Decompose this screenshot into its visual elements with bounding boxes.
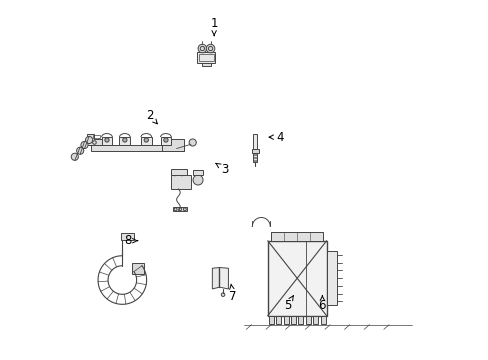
Polygon shape xyxy=(197,52,215,63)
Bar xyxy=(268,316,273,324)
Polygon shape xyxy=(131,263,144,274)
Circle shape xyxy=(104,138,109,142)
Polygon shape xyxy=(193,170,203,175)
Circle shape xyxy=(144,138,148,142)
Circle shape xyxy=(81,141,88,149)
Polygon shape xyxy=(141,137,151,145)
Bar xyxy=(276,316,281,324)
Circle shape xyxy=(198,44,206,53)
Text: 7: 7 xyxy=(229,284,236,303)
Circle shape xyxy=(193,175,203,185)
Bar xyxy=(121,233,134,240)
Circle shape xyxy=(71,153,78,160)
Bar xyxy=(326,251,337,305)
Circle shape xyxy=(85,136,93,144)
Text: 3: 3 xyxy=(215,163,228,176)
Polygon shape xyxy=(251,149,258,153)
Circle shape xyxy=(206,44,214,53)
Polygon shape xyxy=(162,139,183,152)
Circle shape xyxy=(221,293,224,296)
Circle shape xyxy=(179,170,184,176)
Polygon shape xyxy=(173,207,187,211)
Bar xyxy=(93,135,100,138)
Bar xyxy=(271,232,323,241)
Polygon shape xyxy=(160,137,171,145)
Bar xyxy=(283,316,288,324)
Bar xyxy=(312,316,318,324)
Circle shape xyxy=(122,138,127,142)
Polygon shape xyxy=(219,267,228,289)
Bar xyxy=(253,134,257,150)
Circle shape xyxy=(189,139,196,146)
Polygon shape xyxy=(102,137,112,145)
Text: 6: 6 xyxy=(318,296,325,311)
Circle shape xyxy=(77,147,83,154)
Text: 8: 8 xyxy=(124,234,138,247)
Bar xyxy=(290,316,295,324)
Polygon shape xyxy=(171,175,190,189)
Bar xyxy=(298,316,303,324)
Polygon shape xyxy=(171,169,187,175)
Polygon shape xyxy=(91,145,183,152)
Bar xyxy=(267,241,326,316)
Bar xyxy=(253,153,257,162)
Polygon shape xyxy=(119,137,130,145)
Bar xyxy=(320,316,325,324)
Circle shape xyxy=(163,138,168,142)
Text: 5: 5 xyxy=(283,296,293,311)
Polygon shape xyxy=(87,134,105,145)
Circle shape xyxy=(172,170,177,176)
Polygon shape xyxy=(201,63,210,66)
Text: 2: 2 xyxy=(146,109,157,124)
Bar xyxy=(198,54,213,62)
Bar xyxy=(305,316,310,324)
Text: 4: 4 xyxy=(268,131,284,144)
Text: 1: 1 xyxy=(210,17,218,36)
Polygon shape xyxy=(212,267,219,289)
